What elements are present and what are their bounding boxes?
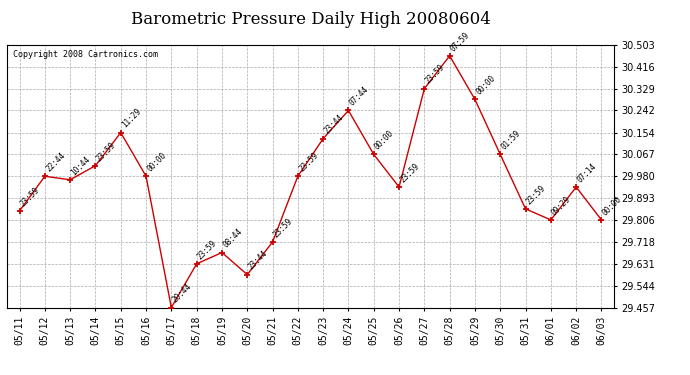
Text: 23:44: 23:44: [246, 249, 269, 272]
Text: 23:59: 23:59: [95, 140, 117, 163]
Text: 08:44: 08:44: [221, 227, 244, 250]
Text: 11:29: 11:29: [120, 107, 143, 130]
Text: 00:00: 00:00: [474, 74, 497, 97]
Text: 23:59: 23:59: [19, 185, 41, 208]
Text: 00:00: 00:00: [145, 151, 168, 174]
Text: 23:59: 23:59: [196, 238, 219, 261]
Text: 00:00: 00:00: [373, 129, 395, 152]
Text: 23:59: 23:59: [398, 162, 421, 184]
Text: 10:44: 10:44: [69, 154, 92, 177]
Text: 07:44: 07:44: [348, 85, 371, 108]
Text: 00:00: 00:00: [600, 194, 623, 217]
Text: 20:44: 20:44: [170, 282, 193, 305]
Text: Barometric Pressure Daily High 20080604: Barometric Pressure Daily High 20080604: [130, 11, 491, 28]
Text: 22:44: 22:44: [44, 151, 67, 174]
Text: 23:44: 23:44: [322, 113, 345, 136]
Text: 23:59: 23:59: [424, 63, 446, 86]
Text: 23:59: 23:59: [524, 183, 547, 206]
Text: Copyright 2008 Cartronics.com: Copyright 2008 Cartronics.com: [13, 50, 158, 59]
Text: 23:59: 23:59: [272, 216, 295, 239]
Text: 07:59: 07:59: [448, 30, 471, 53]
Text: 01:59: 01:59: [500, 129, 522, 152]
Text: 23:59: 23:59: [297, 151, 319, 174]
Text: 09:29: 09:29: [550, 194, 573, 217]
Text: 07:14: 07:14: [575, 162, 598, 184]
